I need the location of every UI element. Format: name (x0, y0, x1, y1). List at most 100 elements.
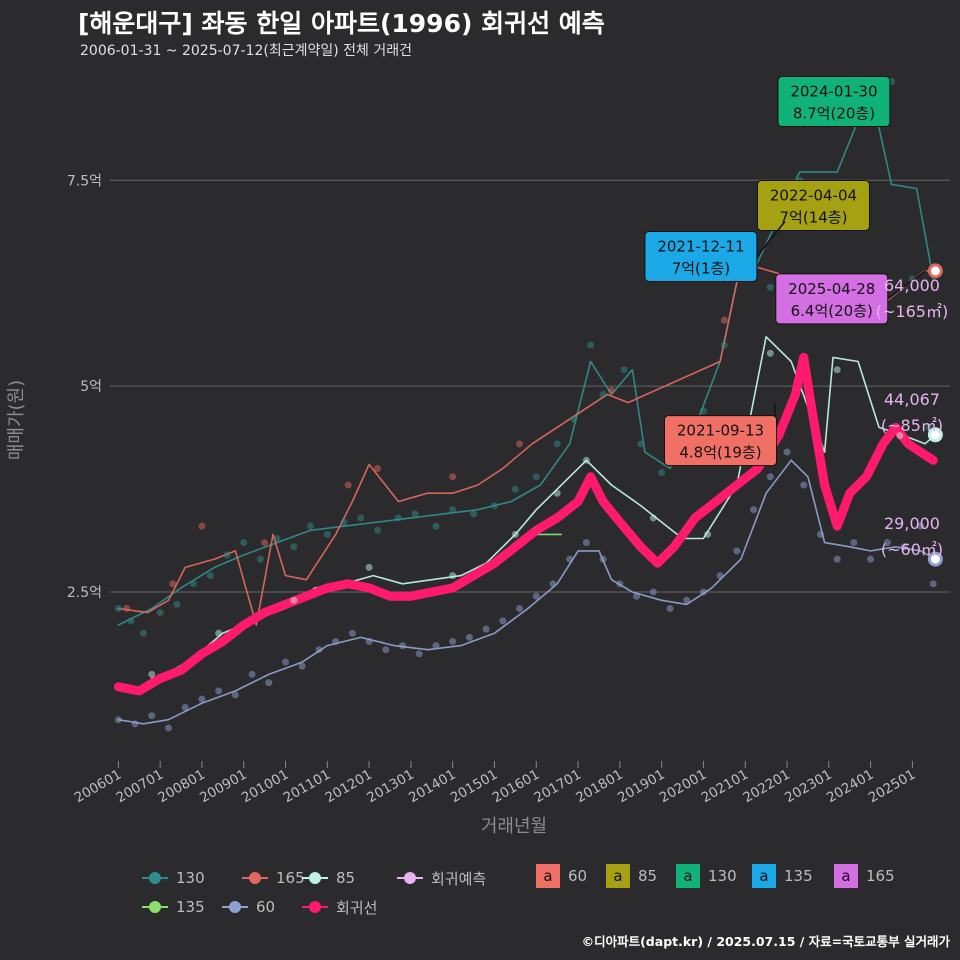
callout-date: 2021-09-13 (677, 422, 764, 440)
x-tick-label: 202501 (866, 767, 919, 807)
x-tick-label: 201301 (364, 767, 417, 807)
legend-box-swatch: a (536, 864, 560, 888)
data-point (658, 469, 666, 477)
data-point (373, 465, 381, 473)
x-tick-label: 200601 (72, 767, 125, 807)
legend-label: 60 (256, 898, 276, 916)
data-point (553, 440, 561, 448)
data-point (582, 456, 590, 464)
data-point (532, 592, 540, 600)
data-point (231, 691, 239, 699)
data-point (282, 658, 290, 666)
data-point (570, 415, 578, 423)
callout-box (663, 415, 777, 467)
data-point (516, 440, 524, 448)
data-point (800, 481, 808, 489)
data-point (449, 506, 457, 514)
callout-leader (887, 270, 927, 300)
data-point (165, 724, 173, 732)
data-point (148, 670, 156, 678)
end-marker (927, 551, 943, 567)
data-point (315, 646, 323, 654)
y-tick-label: 2.5억 (67, 585, 102, 601)
data-point (783, 448, 791, 456)
x-tick-label: 201101 (281, 767, 334, 807)
end-label-value: 29,000 (884, 514, 940, 533)
x-tick-label: 200801 (155, 767, 208, 807)
x-tick-label: 201501 (448, 767, 501, 807)
legend-label: 165 (866, 867, 895, 885)
chart-title: [해운대구] 좌동 한일 아파트(1996) 회귀선 예측 (78, 9, 605, 38)
data-point (637, 440, 645, 448)
data-point (449, 637, 457, 645)
callout-box (777, 75, 891, 127)
data-point (867, 555, 875, 563)
legend-item: 135 (140, 897, 205, 917)
legend-symbol (220, 897, 250, 917)
data-point (649, 588, 657, 596)
callout: 2021-09-13 4.8억(19층) (663, 402, 778, 467)
end-label-area: (~165㎡) (876, 302, 948, 321)
callout: 2021-12-11 7억(1층) (644, 221, 786, 282)
data-point (833, 366, 841, 374)
data-point (900, 543, 908, 551)
data-point (240, 539, 248, 547)
series-line (151, 336, 937, 680)
data-point (449, 572, 457, 580)
legend-symbol (300, 868, 330, 888)
data-point (532, 473, 540, 481)
data-point (896, 432, 904, 440)
end-marker (927, 427, 943, 443)
data-point (516, 605, 524, 613)
x-tick-label: 201401 (406, 767, 459, 807)
data-point (587, 341, 595, 349)
legend-box-item: a 60 (536, 864, 587, 888)
data-point (599, 390, 607, 398)
legend-label: 회귀선 (336, 898, 378, 917)
legend-label: 85 (638, 867, 658, 885)
data-point (716, 572, 724, 580)
legend-label: 135 (784, 867, 813, 885)
legend-label: 85 (336, 869, 356, 887)
callout-date: 2022-04-04 (770, 186, 857, 204)
x-tick-label: 201601 (490, 767, 543, 807)
chart-subtitle: 2006-01-31 ~ 2025-07-12(최근계약일) 전체 거래건 (80, 43, 412, 59)
y-tick-label: 5억 (80, 379, 102, 395)
callout: 2022-04-04 7억(14층) (756, 179, 870, 231)
data-point (699, 588, 707, 596)
callout-date: 2025-04-28 (788, 280, 875, 298)
data-point (357, 514, 365, 522)
legend-symbol (240, 868, 270, 888)
callout-box (644, 230, 758, 282)
source-caption: ©디아파트(dapt.kr) / 2025.07.15 / 자료=국토교통부 실… (581, 934, 950, 949)
data-point (307, 522, 315, 530)
legend-box-swatch: a (752, 864, 776, 888)
legend-box-swatch: a (606, 864, 630, 888)
data-point (683, 596, 691, 604)
data-point (607, 386, 615, 394)
data-point (173, 600, 181, 608)
data-point (699, 407, 707, 415)
data-point (215, 629, 223, 637)
data-point (148, 712, 156, 720)
data-point (465, 633, 473, 641)
x-tick-label: 200701 (114, 767, 167, 807)
data-point (666, 605, 674, 613)
data-point (382, 646, 390, 654)
data-point (482, 625, 490, 633)
data-point (929, 580, 937, 588)
data-point (344, 481, 352, 489)
data-point (582, 539, 590, 547)
data-point (449, 473, 457, 481)
data-point (553, 489, 561, 497)
end-label-area: (~85㎡) (881, 416, 943, 435)
callout-value: 7억(1층) (672, 259, 730, 277)
legend-symbol (300, 897, 330, 917)
data-point (114, 605, 122, 613)
data-point (704, 530, 712, 538)
legend-symbol (395, 868, 425, 888)
legend-item: 회귀선 (300, 897, 377, 917)
data-point (499, 617, 507, 625)
legend-box-item: a 135 (752, 864, 813, 888)
data-point (139, 629, 147, 637)
